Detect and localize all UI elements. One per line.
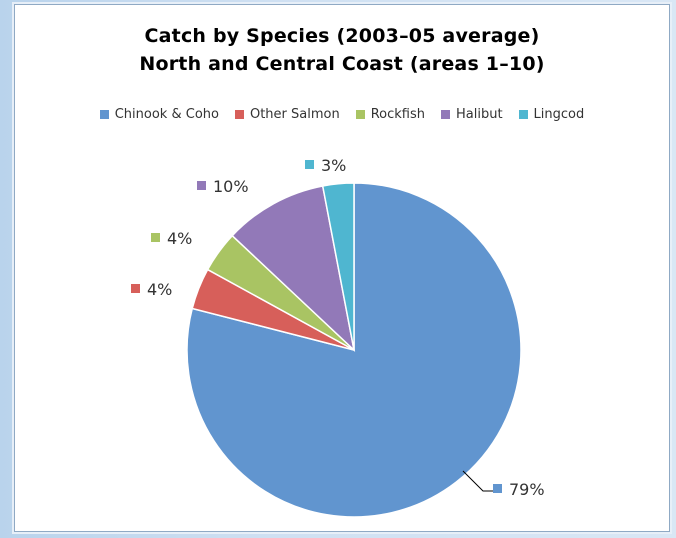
data-label-swatch xyxy=(151,233,160,242)
data-label-swatch xyxy=(131,284,140,293)
legend-swatch xyxy=(355,110,365,119)
legend-label: Halibut xyxy=(455,107,503,122)
data-label: 4% xyxy=(167,229,192,248)
legend-swatch xyxy=(234,110,244,119)
data-label: 4% xyxy=(147,280,172,299)
data-label: 10% xyxy=(213,177,249,196)
data-label-swatch xyxy=(197,181,206,190)
legend-swatch xyxy=(99,110,109,119)
data-label: 3% xyxy=(321,156,346,175)
data-label-swatch xyxy=(305,160,314,169)
legend-label: Lingcod xyxy=(533,107,585,122)
legend-swatch xyxy=(440,110,450,119)
pie-slice-halibut xyxy=(231,185,356,353)
data-label: 79% xyxy=(509,480,545,499)
pie-chart: 79% 4% 4% 10% 3% xyxy=(131,156,545,518)
legend-label: Chinook & Coho xyxy=(114,107,219,122)
legend-label: Rockfish xyxy=(370,107,425,122)
legend-item-halibut: Halibut xyxy=(440,107,503,122)
legend-item-chinook-coho: Chinook & Coho xyxy=(99,107,219,122)
legend-label: Other Salmon xyxy=(249,107,340,122)
chart-subtitle: North and Central Coast (areas 1–10) xyxy=(139,53,545,75)
legend-item-rockfish: Rockfish xyxy=(355,107,425,122)
legend-item-lingcod: Lingcod xyxy=(518,107,585,122)
chart-legend: Chinook & Coho Other Salmon Rockfish Hal… xyxy=(15,107,669,122)
legend-item-other-salmon: Other Salmon xyxy=(234,107,340,122)
data-label-swatch xyxy=(493,484,502,493)
pie-slice-chinook-coho xyxy=(186,182,522,518)
pie-slice-lingcod xyxy=(321,182,355,351)
chart-frame: Catch by Species (2003–05 average) North… xyxy=(14,4,670,532)
chart-title: Catch by Species (2003–05 average) xyxy=(144,25,540,47)
legend-swatch xyxy=(518,110,528,119)
